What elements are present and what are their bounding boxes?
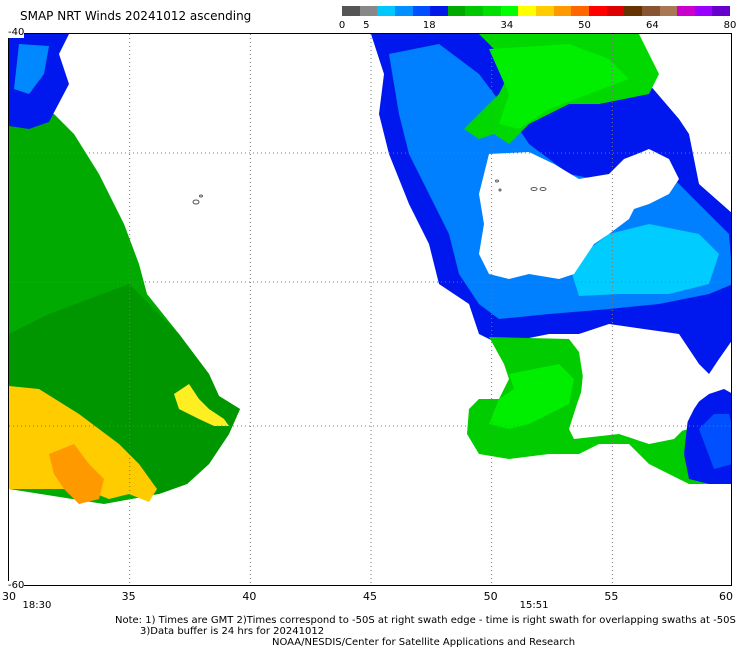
colorbar-swatch: [430, 6, 448, 16]
island-6: [498, 188, 502, 192]
wind-map-svg: [9, 34, 731, 585]
colorbar-swatch: [659, 6, 678, 16]
x-tick-label: 45: [363, 590, 377, 603]
colorbar-swatch: [712, 6, 731, 16]
no-data-hole-1: [479, 149, 679, 279]
colorbar-swatch: [588, 6, 607, 16]
colorbar-swatch: [377, 6, 395, 16]
note-line-3: NOAA/NESDIS/Center for Satellite Applica…: [272, 637, 576, 648]
x-tick-label: 60: [719, 590, 733, 603]
right-swath-green-top2: [489, 44, 629, 129]
colorbar-label: 50: [578, 20, 591, 31]
island-5: [495, 179, 499, 183]
wind-map: [8, 33, 732, 586]
island-1: [192, 199, 200, 205]
colorbar-swatch: [394, 6, 413, 16]
colorbar-swatch: [641, 6, 660, 16]
right-swath-green-bottom2: [489, 364, 574, 429]
colorbar-label: 80: [723, 20, 737, 31]
note-line-1: Note: 1) Times are GMT 2)Times correspon…: [115, 615, 736, 626]
colorbar-swatch: [447, 6, 466, 16]
colorbar-swatch: [500, 6, 519, 16]
colorbar-swatch: [677, 6, 695, 16]
colorbar-swatch: [553, 6, 572, 16]
colorbar-swatch: [624, 6, 642, 16]
colorbar-swatch: [536, 6, 554, 16]
x-tick-label: 35: [121, 590, 136, 603]
x-tick-label: 40: [242, 590, 257, 603]
colorbar-swatch: [359, 6, 378, 16]
colorbar-swatch: [342, 6, 360, 16]
x-tick-label: 55: [604, 590, 619, 603]
left-swath: [9, 34, 240, 504]
islands: [192, 179, 547, 205]
colorbar-swatch: [465, 6, 484, 16]
colorbar-swatch: [694, 6, 713, 16]
colorbar-swatch: [412, 6, 431, 16]
lat-lon-grid: [9, 34, 731, 585]
island-3: [530, 187, 538, 191]
left-swath-orange: [49, 444, 104, 504]
note-line-2: 3)Data buffer is 24 hrs for 20241012: [140, 626, 325, 637]
colorbar-label: 0: [338, 20, 346, 31]
island-2: [199, 194, 203, 198]
swath-time-label: 15:51: [519, 600, 549, 611]
colorbar: [342, 6, 731, 16]
colorbar-swatch: [483, 6, 501, 16]
right-swath: [371, 34, 731, 484]
colorbar-label: 18: [422, 20, 436, 31]
chart-title: SMAP NRT Winds 20241012 ascending: [20, 9, 252, 23]
right-swath-cyan: [569, 224, 719, 296]
island-4: [539, 187, 547, 191]
colorbar-label: 5: [363, 20, 370, 31]
x-tick-label: 30: [2, 590, 16, 603]
no-data-hole-2: [574, 329, 704, 444]
x-tick-label: 50: [483, 590, 498, 603]
y-tick-label: -60: [8, 580, 25, 591]
colorbar-label: 64: [646, 20, 659, 31]
swath-time-label: 18:30: [22, 600, 52, 611]
colorbar-swatch: [571, 6, 589, 16]
left-swath-yellow-spot: [174, 384, 229, 426]
colorbar-swatch: [518, 6, 537, 16]
colorbar-swatch: [606, 6, 625, 16]
left-swath-yellow: [9, 386, 157, 502]
right-swath-bottom-blue2: [699, 414, 731, 469]
y-tick-label: -40: [8, 27, 25, 38]
left-swath-lightblue: [14, 44, 49, 94]
colorbar-label: 34: [500, 20, 514, 31]
